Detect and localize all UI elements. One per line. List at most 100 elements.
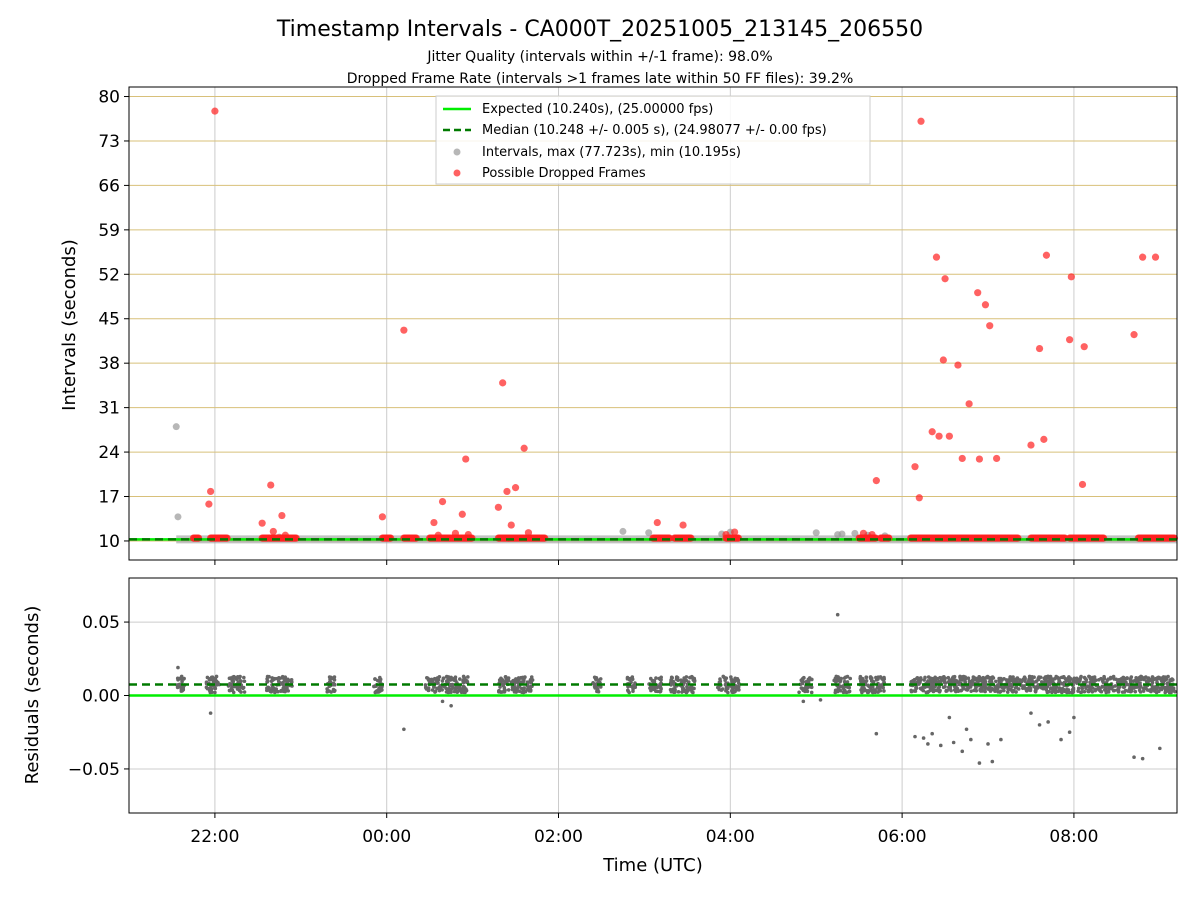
y-tick-label: 52 <box>98 265 120 285</box>
residual-point <box>1037 675 1041 679</box>
dropped-frame-point <box>1042 251 1051 259</box>
residual-point <box>516 676 521 680</box>
dropped-frame-point <box>722 531 730 539</box>
residual-point <box>1092 675 1097 679</box>
residual-point <box>1126 689 1131 693</box>
residual-point <box>1049 679 1054 684</box>
residual-point <box>1103 686 1108 690</box>
residual-point <box>1129 685 1134 690</box>
residual-point <box>1115 688 1119 692</box>
residual-point <box>1097 677 1101 682</box>
residual-point <box>800 681 805 686</box>
residual-point <box>231 678 235 682</box>
residual-point <box>1076 689 1080 693</box>
residual-point <box>1158 746 1162 751</box>
residual-point <box>452 689 457 694</box>
legend-expected-label: Expected (10.240s), (25.00000 fps) <box>482 102 713 117</box>
dropped-frame-point <box>434 531 442 539</box>
y-tick-label: 66 <box>98 176 120 196</box>
residual-point <box>938 743 943 748</box>
residual-point <box>930 679 935 684</box>
interval-point <box>172 423 180 431</box>
residual-point <box>440 679 445 683</box>
dropped-frame-point <box>503 487 511 496</box>
residual-point <box>595 687 600 692</box>
y-tick-label: 38 <box>98 354 120 374</box>
residual-point <box>986 742 990 746</box>
residual-point <box>1036 686 1040 690</box>
residual-point <box>996 683 1000 687</box>
dropped-frame-point <box>932 253 941 261</box>
residual-point <box>466 675 470 679</box>
residual-point <box>720 687 725 691</box>
residual-point <box>372 684 376 689</box>
residual-point <box>879 683 883 687</box>
residual-point <box>522 686 526 690</box>
x-tick-label: 02:00 <box>534 827 583 847</box>
residual-point <box>676 690 681 694</box>
residual-point <box>923 675 927 680</box>
residual-point <box>276 679 281 684</box>
residual-point <box>1073 679 1077 684</box>
residual-point <box>182 676 186 681</box>
residual-point <box>498 677 503 682</box>
interval-point <box>838 530 846 538</box>
residual-point <box>281 689 286 694</box>
dropped-frame-point <box>462 455 470 463</box>
residual-point <box>1037 723 1042 727</box>
residual-point <box>214 674 219 679</box>
residual-point <box>1155 680 1159 684</box>
residual-point <box>673 688 677 692</box>
residual-point <box>936 679 941 684</box>
residual-point <box>685 685 689 689</box>
residual-point <box>1064 687 1069 692</box>
residual-point <box>1013 686 1018 690</box>
dropped-frame-point <box>954 361 962 369</box>
residuals-plot-frame <box>128 577 1178 814</box>
residual-point <box>918 680 922 685</box>
residual-point <box>446 687 451 692</box>
dropped-frame-point <box>292 534 300 542</box>
residual-point <box>991 676 996 680</box>
dropped-frame-point <box>974 289 982 297</box>
residual-point <box>682 676 686 680</box>
residual-point <box>864 675 869 680</box>
residual-point <box>1141 686 1146 690</box>
residual-point <box>328 677 332 682</box>
residual-point <box>648 685 653 690</box>
residual-point <box>736 685 741 689</box>
residual-point <box>684 688 689 693</box>
residual-point <box>913 734 917 739</box>
residual-point <box>270 678 275 682</box>
legend-dropped-swatch <box>453 169 461 177</box>
residual-point <box>1067 730 1072 735</box>
residual-point <box>668 687 673 692</box>
residual-point <box>867 684 871 689</box>
residual-point <box>1123 688 1128 693</box>
x-tick-label: 06:00 <box>878 827 927 847</box>
residual-point <box>955 688 960 692</box>
residual-point <box>1045 690 1050 695</box>
residual-point <box>1014 690 1018 694</box>
residual-point <box>1084 686 1088 691</box>
interval-point <box>645 529 653 537</box>
residual-point <box>1071 687 1076 692</box>
y-tick-label: 80 <box>98 88 120 108</box>
residual-point <box>433 690 437 694</box>
residual-point <box>941 685 946 690</box>
residual-point <box>876 690 880 694</box>
residual-point <box>987 685 992 690</box>
residual-point <box>818 698 823 702</box>
residual-point <box>1067 690 1072 695</box>
residuals-y-axis-label: Residuals (seconds) <box>22 606 43 785</box>
residual-point <box>669 683 673 687</box>
residual-point <box>1121 679 1126 684</box>
residual-point <box>179 689 184 693</box>
residual-point <box>1164 677 1169 682</box>
residual-point <box>1169 678 1174 683</box>
residual-point <box>279 681 284 686</box>
residual-point <box>1129 689 1134 693</box>
residual-point <box>207 677 212 682</box>
residual-point <box>230 688 235 693</box>
